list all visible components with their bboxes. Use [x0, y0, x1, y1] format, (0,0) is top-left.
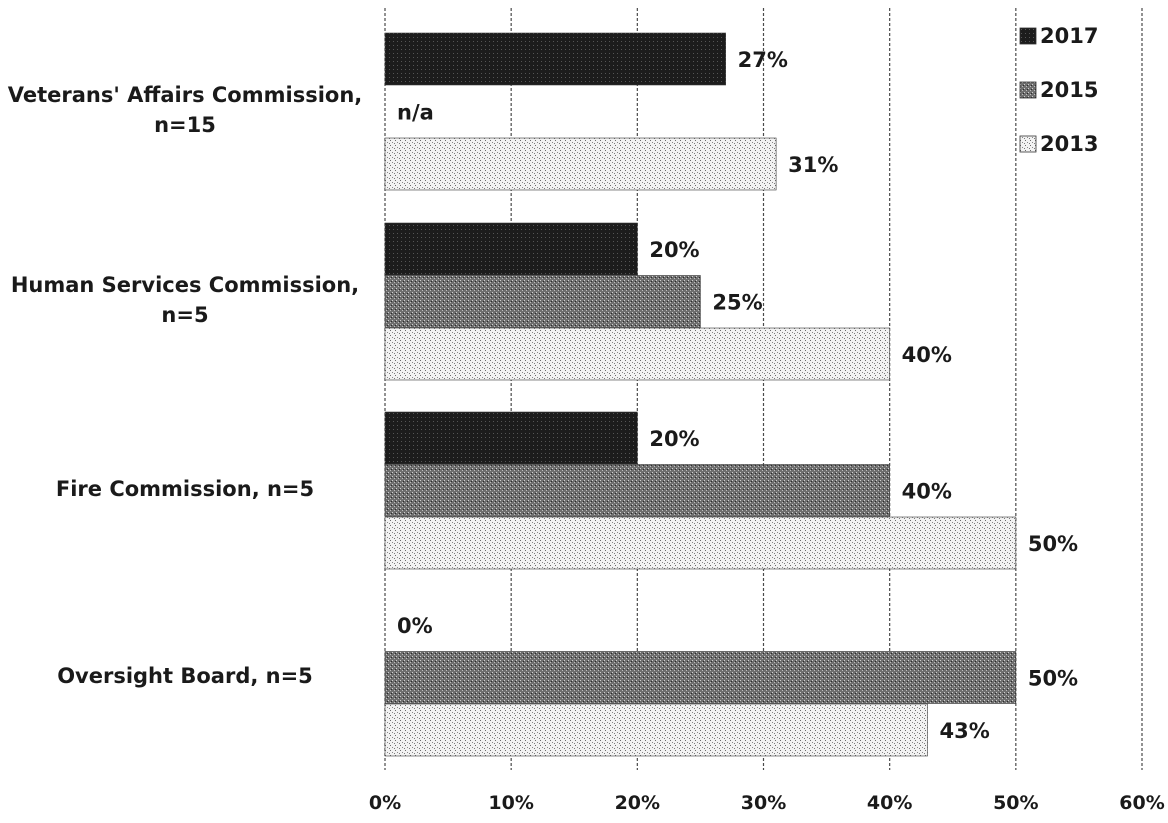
data-label: 20% — [649, 238, 699, 262]
bar-2017 — [384, 32, 726, 86]
bar-2013 — [384, 137, 777, 191]
bar-2017 — [384, 411, 638, 465]
bar-2013 — [384, 327, 890, 381]
data-label: 50% — [1028, 532, 1078, 556]
data-label: 50% — [1028, 667, 1078, 691]
bar-2015 — [384, 651, 1017, 704]
data-label: 25% — [712, 291, 762, 315]
x-tick-label: 60% — [1119, 792, 1164, 814]
bar-2013 — [384, 516, 1017, 570]
x-tick-label: 40% — [867, 792, 912, 814]
value-labels: 27% n/a 31% 20% 25% 40% 20% 40% 50% 0% 50% 43% — [397, 48, 1078, 743]
bar-2015 — [384, 464, 890, 517]
category-label: Oversight Board, n=5 — [57, 664, 313, 688]
data-label: 27% — [738, 48, 788, 72]
legend-label: 2013 — [1040, 132, 1098, 156]
x-tick-label: 50% — [993, 792, 1038, 814]
data-label: 0% — [397, 614, 433, 638]
x-tick-label: 0% — [369, 792, 401, 814]
data-label: 40% — [902, 480, 952, 504]
gridlines — [384, 8, 1143, 770]
legend-swatch-2017 — [1019, 27, 1037, 45]
data-label: 40% — [902, 343, 952, 367]
category-labels: Veterans' Affairs Commission, n=15 Human S… — [8, 83, 363, 688]
x-tick-label: 20% — [615, 792, 660, 814]
legend-label: 2015 — [1040, 78, 1098, 102]
bar-2017 — [384, 222, 638, 276]
category-label: Veterans' Affairs Commission, n=15 — [8, 83, 363, 137]
bar-2013 — [384, 703, 928, 757]
data-label: 20% — [649, 427, 699, 451]
data-label: 31% — [788, 153, 838, 177]
legend-swatch-2015 — [1019, 81, 1037, 99]
data-label: 43% — [940, 719, 990, 743]
legend-label: 2017 — [1040, 24, 1098, 48]
bars — [384, 32, 1017, 757]
legend: 2017 2015 2013 — [1019, 24, 1098, 156]
legend-swatch-2013 — [1019, 135, 1037, 153]
bar-2015 — [384, 275, 701, 328]
x-tick-label: 30% — [741, 792, 786, 814]
x-tick-label: 10% — [488, 792, 533, 814]
category-label: Fire Commission, n=5 — [56, 477, 314, 501]
data-label: n/a — [397, 101, 434, 125]
category-label: Human Services Commission, n=5 — [11, 273, 359, 327]
x-axis-tick-labels: 0% 10% 20% 30% 40% 50% 60% — [369, 792, 1165, 814]
